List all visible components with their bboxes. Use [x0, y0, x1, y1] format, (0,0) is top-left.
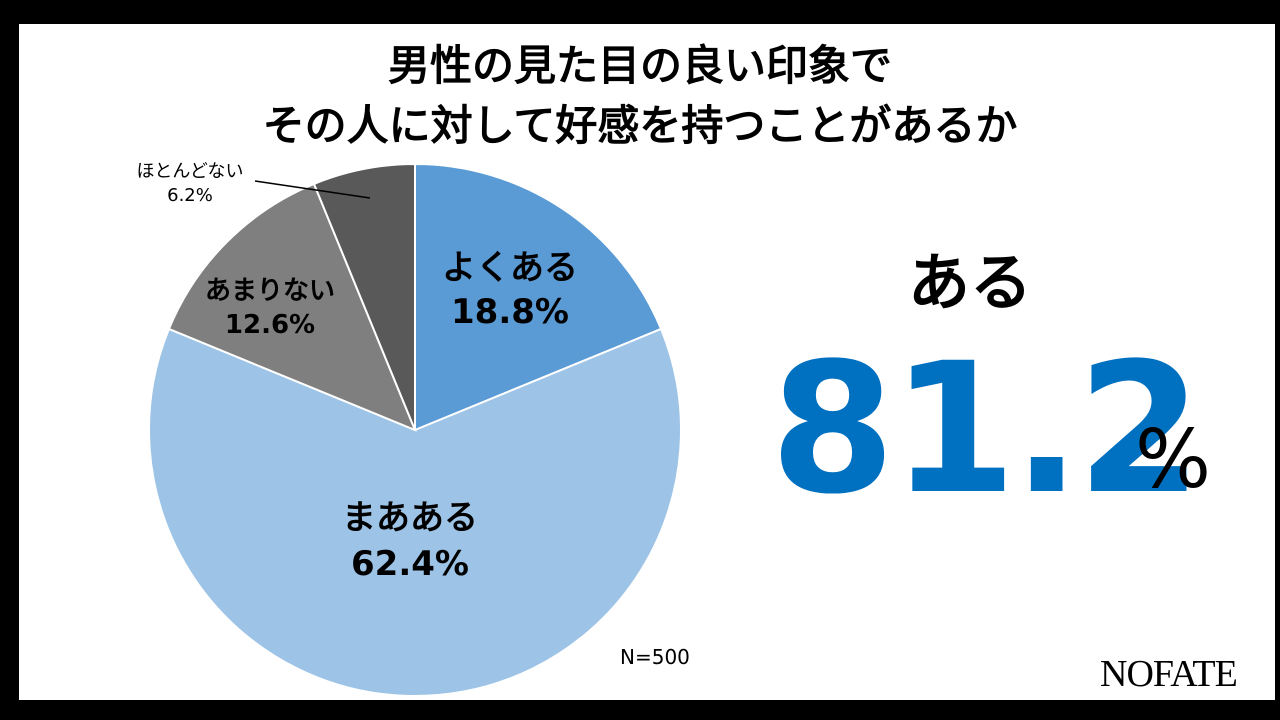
slice-value: 12.6% [224, 310, 316, 340]
slice-label-maaaru: まあある 62.4% [310, 495, 510, 587]
slice-name: あまりない [204, 276, 335, 306]
slice-label-hotondonai: ほとんどない 6.2% [110, 160, 270, 208]
highlight-unit: % [1135, 413, 1212, 506]
highlight-label: ある [907, 246, 1032, 319]
leader-line [254, 180, 371, 199]
chart-title-line-1: 男性の見た目の良い印象で [387, 41, 892, 90]
slice-name: まあある [342, 498, 478, 538]
slice-label-amarinai: あまりない 12.6% [190, 274, 350, 342]
pie-slice [414, 162, 663, 432]
pie-slice [312, 162, 416, 431]
slice-value: 62.4% [351, 544, 469, 584]
pie-slices [148, 162, 682, 697]
sample-size: N=500 [620, 645, 690, 669]
slice-value: 6.2% [167, 185, 213, 206]
slice-name: ほとんどない [136, 161, 244, 182]
pie-slice [148, 327, 682, 697]
pie-slice [167, 182, 417, 432]
chart-title-line-2: その人に対して好感を持つことがあるか [262, 101, 1018, 150]
slice-name: よくある [442, 248, 578, 288]
slice-label-yokuaru: よくある 18.8% [410, 246, 610, 334]
highlight-value: 81.2 [770, 325, 1202, 534]
brand-logo: NOFATE [1100, 653, 1238, 695]
slice-value: 18.8% [451, 292, 569, 332]
